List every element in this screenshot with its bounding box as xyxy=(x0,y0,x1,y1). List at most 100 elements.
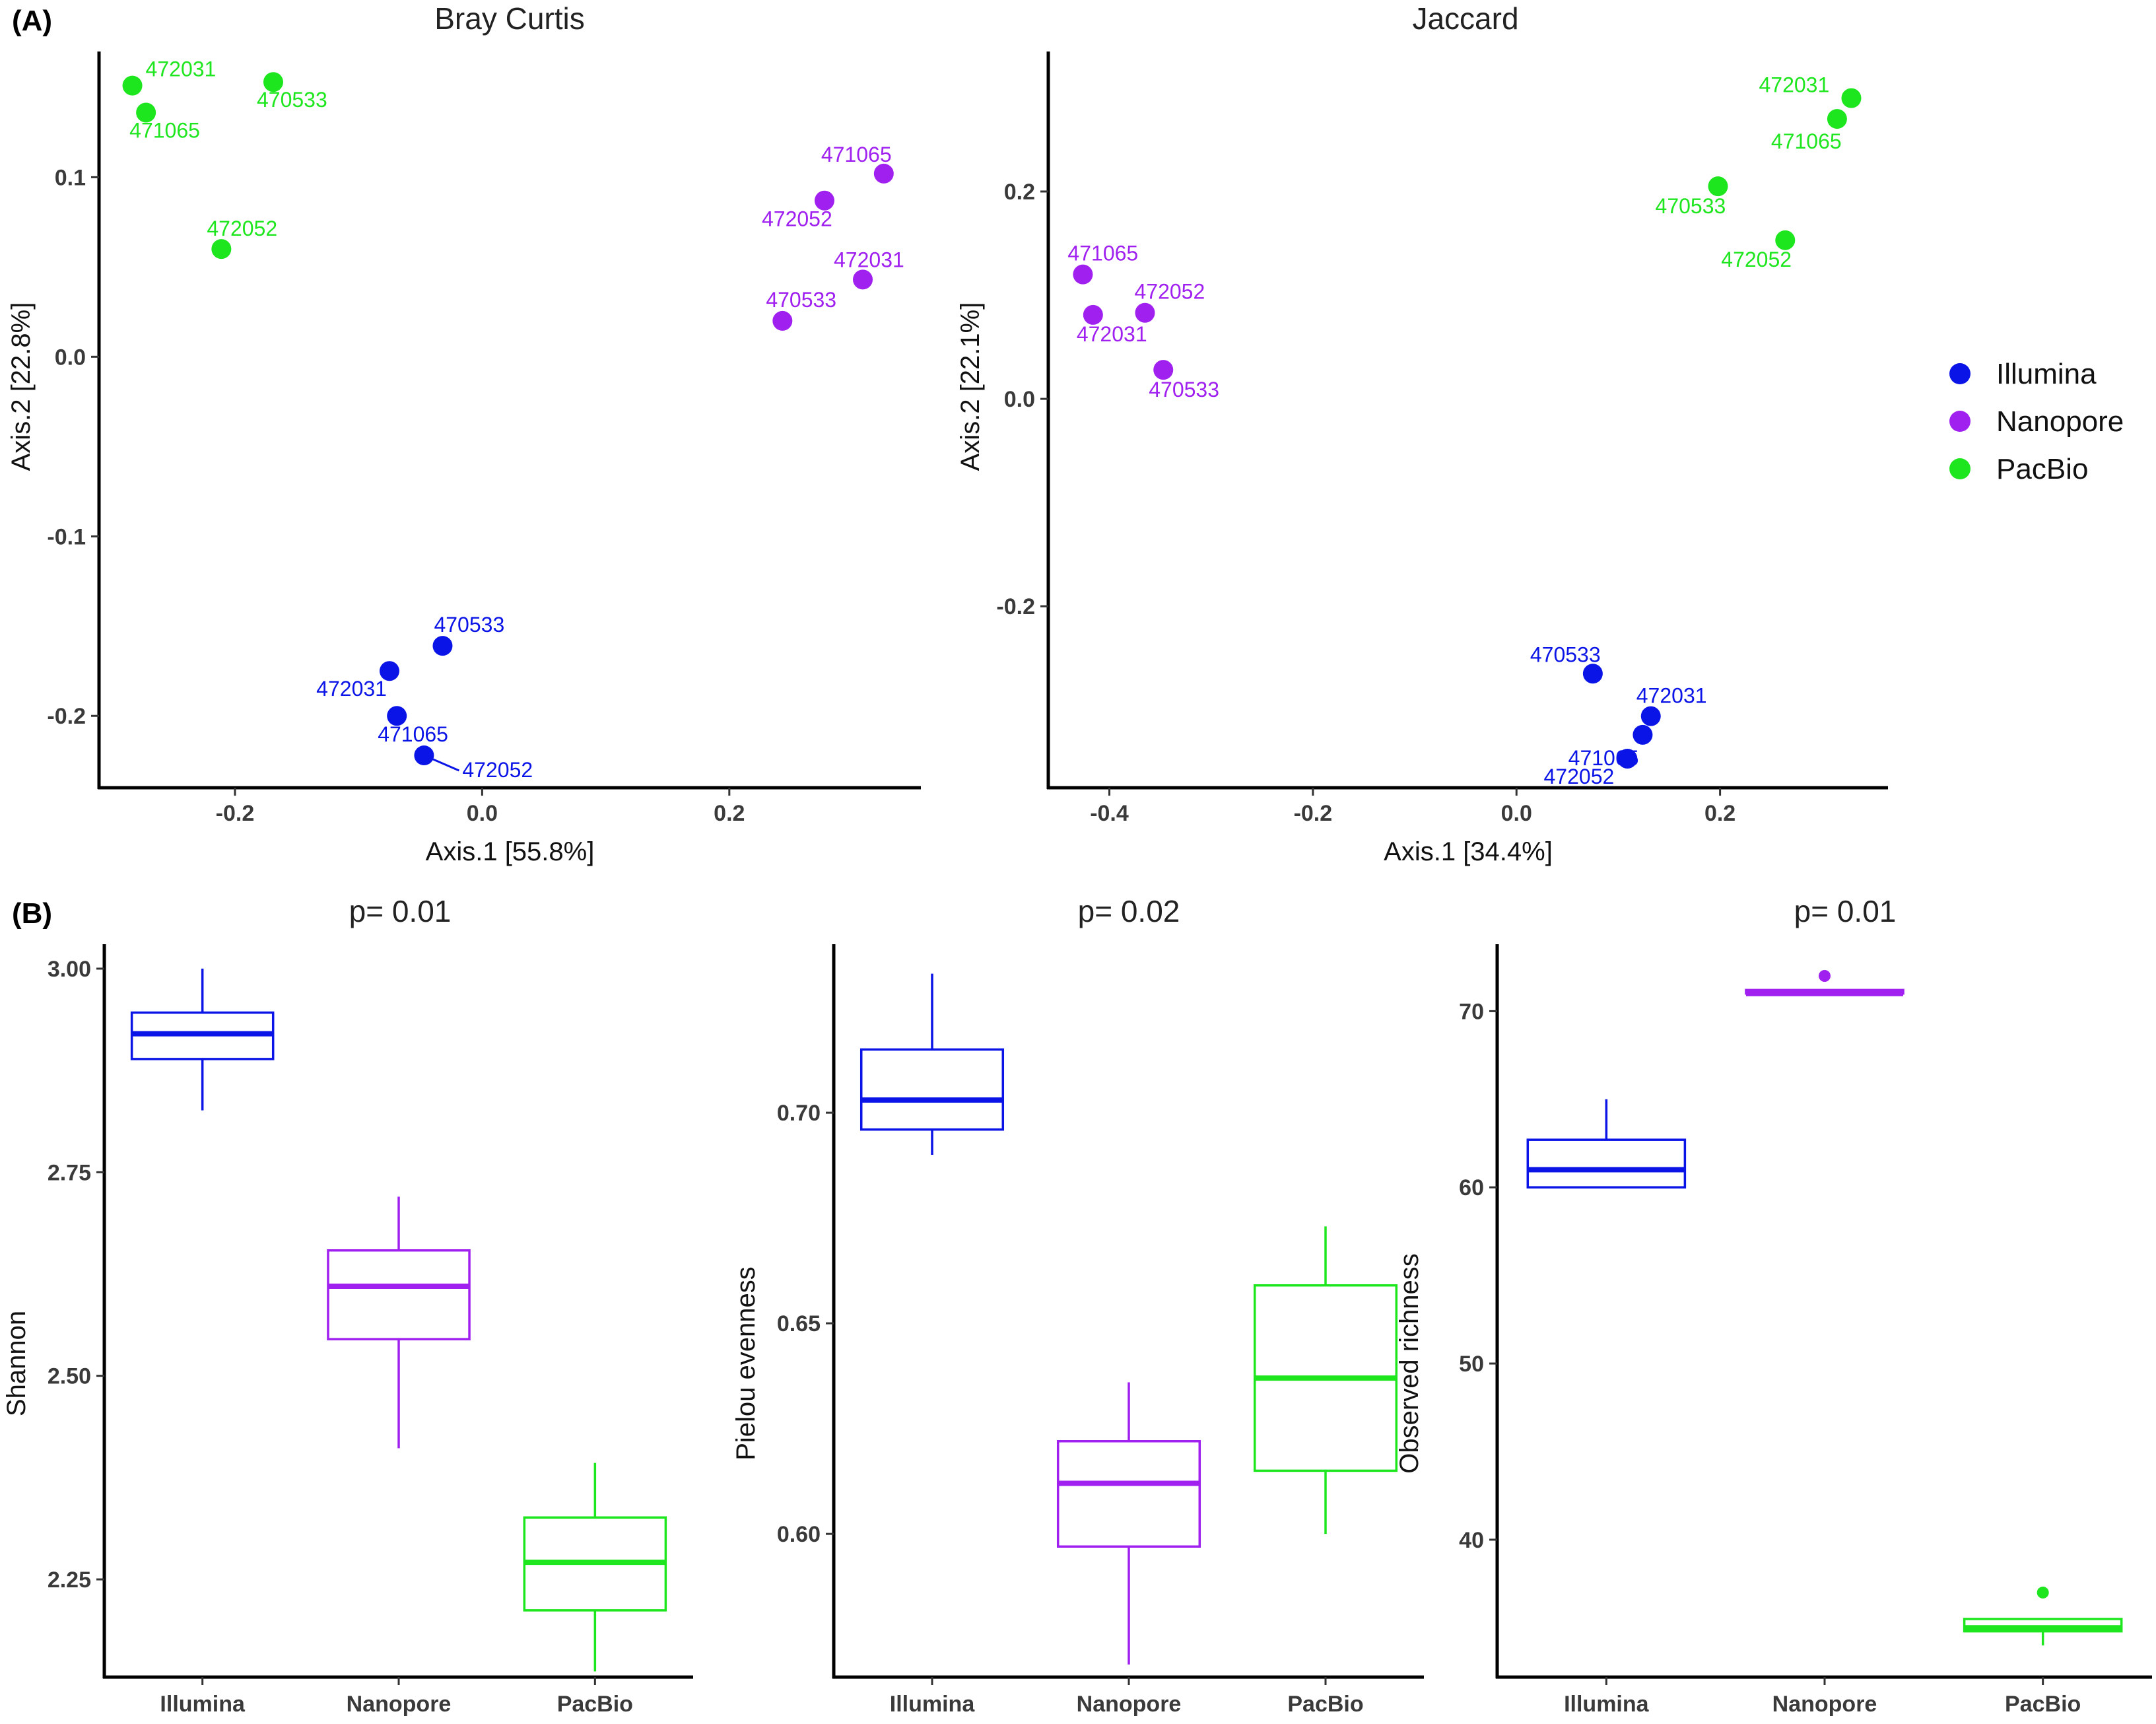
point-illumina-471065 xyxy=(1633,724,1653,745)
y-tick-label: 2.50 xyxy=(48,1364,91,1389)
x-tick-label: Nanopore xyxy=(1772,1692,1877,1717)
y-tick-label: 0.0 xyxy=(1004,387,1035,412)
point-nanopore-472052 xyxy=(1135,302,1155,323)
y-tick-label: 70 xyxy=(1459,999,1484,1024)
point-label: 472031 xyxy=(834,248,904,271)
point-illumina-470533 xyxy=(1582,664,1603,684)
y-tick-label: 0.1 xyxy=(55,165,86,190)
jaccard-ordination: Jaccard -0.2 0.0 0.2 -0.4 -0.2 0.0 0.2 Axis.1 [3… xyxy=(956,1,1888,866)
point-illumina-472052 xyxy=(414,745,434,766)
y-tick-label: 3.00 xyxy=(48,957,91,982)
point-label: 472052 xyxy=(462,758,533,782)
x-tick-label: Nanopore xyxy=(1077,1692,1182,1717)
y-axis-title: Axis.2 [22.1%] xyxy=(956,302,985,471)
point-label: 472031 xyxy=(316,677,387,701)
point-nanopore-472031 xyxy=(1083,304,1103,325)
x-tick-label: 0.0 xyxy=(467,801,498,826)
point-pacbio-471065 xyxy=(1827,109,1847,129)
point-label: 470533 xyxy=(766,288,836,312)
point-pacbio-472031 xyxy=(122,75,143,96)
point-pacbio-472031 xyxy=(1841,88,1862,108)
y-axis-title: Pielou evenness xyxy=(731,1266,760,1461)
point-label: 470533 xyxy=(1149,378,1219,401)
chart-title: p= 0.02 xyxy=(1078,894,1180,928)
point-pacbio-472052 xyxy=(1775,230,1796,250)
point-nanopore-471065 xyxy=(873,163,894,184)
y-tick-label: 0.70 xyxy=(777,1101,821,1126)
x-tick-label: -0.2 xyxy=(1294,801,1333,826)
box-illumina xyxy=(1526,1138,1687,1189)
observed-richness-boxplot: p= 0.01 40 50 60 70 Illumina Nanopore PacBio Obs… xyxy=(1395,894,2152,1717)
y-axis-title: Observed richness xyxy=(1395,1253,1424,1473)
point-label: 470533 xyxy=(1530,642,1601,666)
point-nanopore-470533 xyxy=(772,310,793,331)
point-label: 470533 xyxy=(1656,194,1726,218)
point-illumina-472052 xyxy=(1617,749,1638,769)
y-tick-label: 0.60 xyxy=(777,1522,821,1547)
chart-title: p= 0.01 xyxy=(349,894,452,928)
x-tick-label: -0.4 xyxy=(1090,801,1129,826)
y-axis-title: Shannon xyxy=(2,1311,31,1416)
y-tick-label: -0.2 xyxy=(996,594,1035,619)
y-tick-label: 40 xyxy=(1459,1528,1484,1553)
y-tick-label: -0.2 xyxy=(47,704,86,729)
point-nanopore-472052 xyxy=(814,190,834,211)
x-tick-label: Illumina xyxy=(890,1692,976,1717)
y-tick-label: -0.1 xyxy=(47,524,86,549)
y-tick-label: 0.2 xyxy=(1004,180,1035,205)
x-tick-label: Illumina xyxy=(160,1692,246,1717)
point-illumina-471065 xyxy=(387,706,407,726)
point-label: 471065 xyxy=(1771,129,1842,153)
point-label: 471065 xyxy=(129,118,200,142)
y-axis-title: Axis.2 [22.8%] xyxy=(7,302,36,471)
box-illumina xyxy=(859,1048,1005,1131)
x-tick-label: 0.2 xyxy=(1704,801,1735,826)
x-tick-label: Nanopore xyxy=(347,1692,452,1717)
bray-curtis-ordination: Bray Curtis -0.2 -0.1 0.0 0.1 -0.2 0.0 0.2 Axis.… xyxy=(7,1,921,866)
x-tick-label: PacBio xyxy=(557,1692,633,1717)
x-axis-title: Axis.1 [55.8%] xyxy=(426,837,595,866)
x-tick-label: 0.0 xyxy=(1501,801,1532,826)
x-tick-label: 0.2 xyxy=(714,801,745,826)
point-label: 470533 xyxy=(434,613,504,637)
point-pacbio-471065 xyxy=(136,102,156,123)
point-nanopore-472031 xyxy=(853,269,873,290)
outlier-point xyxy=(2037,1586,2049,1599)
y-tick-label: 60 xyxy=(1459,1175,1484,1200)
point-illumina-472031 xyxy=(379,661,399,681)
point-label: 472031 xyxy=(1077,322,1147,346)
point-label: 472052 xyxy=(1721,248,1792,271)
point-illumina-470533 xyxy=(432,636,453,656)
y-tick-label: 50 xyxy=(1459,1352,1484,1377)
point-label: 472031 xyxy=(146,57,217,81)
y-tick-label: 2.75 xyxy=(48,1160,91,1185)
pielou-evenness-boxplot: p= 0.02 0.60 0.65 0.70 Illumina Nanopore PacBi… xyxy=(731,894,1424,1717)
point-label: 472031 xyxy=(1636,684,1707,708)
point-label: 470533 xyxy=(257,88,327,112)
legend-label-illumina: Illumina xyxy=(1996,358,2097,390)
x-tick-label: -0.2 xyxy=(216,801,255,826)
chart-title: Bray Curtis xyxy=(434,1,584,36)
panel-label-b: (B) xyxy=(12,897,52,930)
point-nanopore-470533 xyxy=(1153,360,1174,380)
legend-label-nanopore: Nanopore xyxy=(1996,405,2124,438)
chart-title: Jaccard xyxy=(1412,1,1518,36)
legend-label-pacbio: PacBio xyxy=(1996,453,2088,485)
x-axis-title: Axis.1 [34.4%] xyxy=(1384,837,1553,866)
panel-label-a: (A) xyxy=(12,5,52,37)
point-label: 471065 xyxy=(378,722,448,746)
legend-swatch-illumina xyxy=(1949,363,1971,384)
point-label: 471065 xyxy=(1067,242,1138,265)
legend-swatch-pacbio xyxy=(1949,458,1971,479)
chart-title: p= 0.01 xyxy=(1794,894,1897,928)
outlier-point xyxy=(1819,970,1831,983)
point-nanopore-471065 xyxy=(1073,264,1093,285)
box-nanopore xyxy=(1056,1440,1201,1548)
legend: Illumina Nanopore PacBio xyxy=(1949,358,2124,485)
x-tick-label: PacBio xyxy=(2005,1692,2081,1717)
point-illumina-472031 xyxy=(1640,706,1661,726)
x-tick-label: PacBio xyxy=(1287,1692,1363,1717)
point-label: 472052 xyxy=(762,207,832,231)
legend-swatch-nanopore xyxy=(1949,411,1971,432)
